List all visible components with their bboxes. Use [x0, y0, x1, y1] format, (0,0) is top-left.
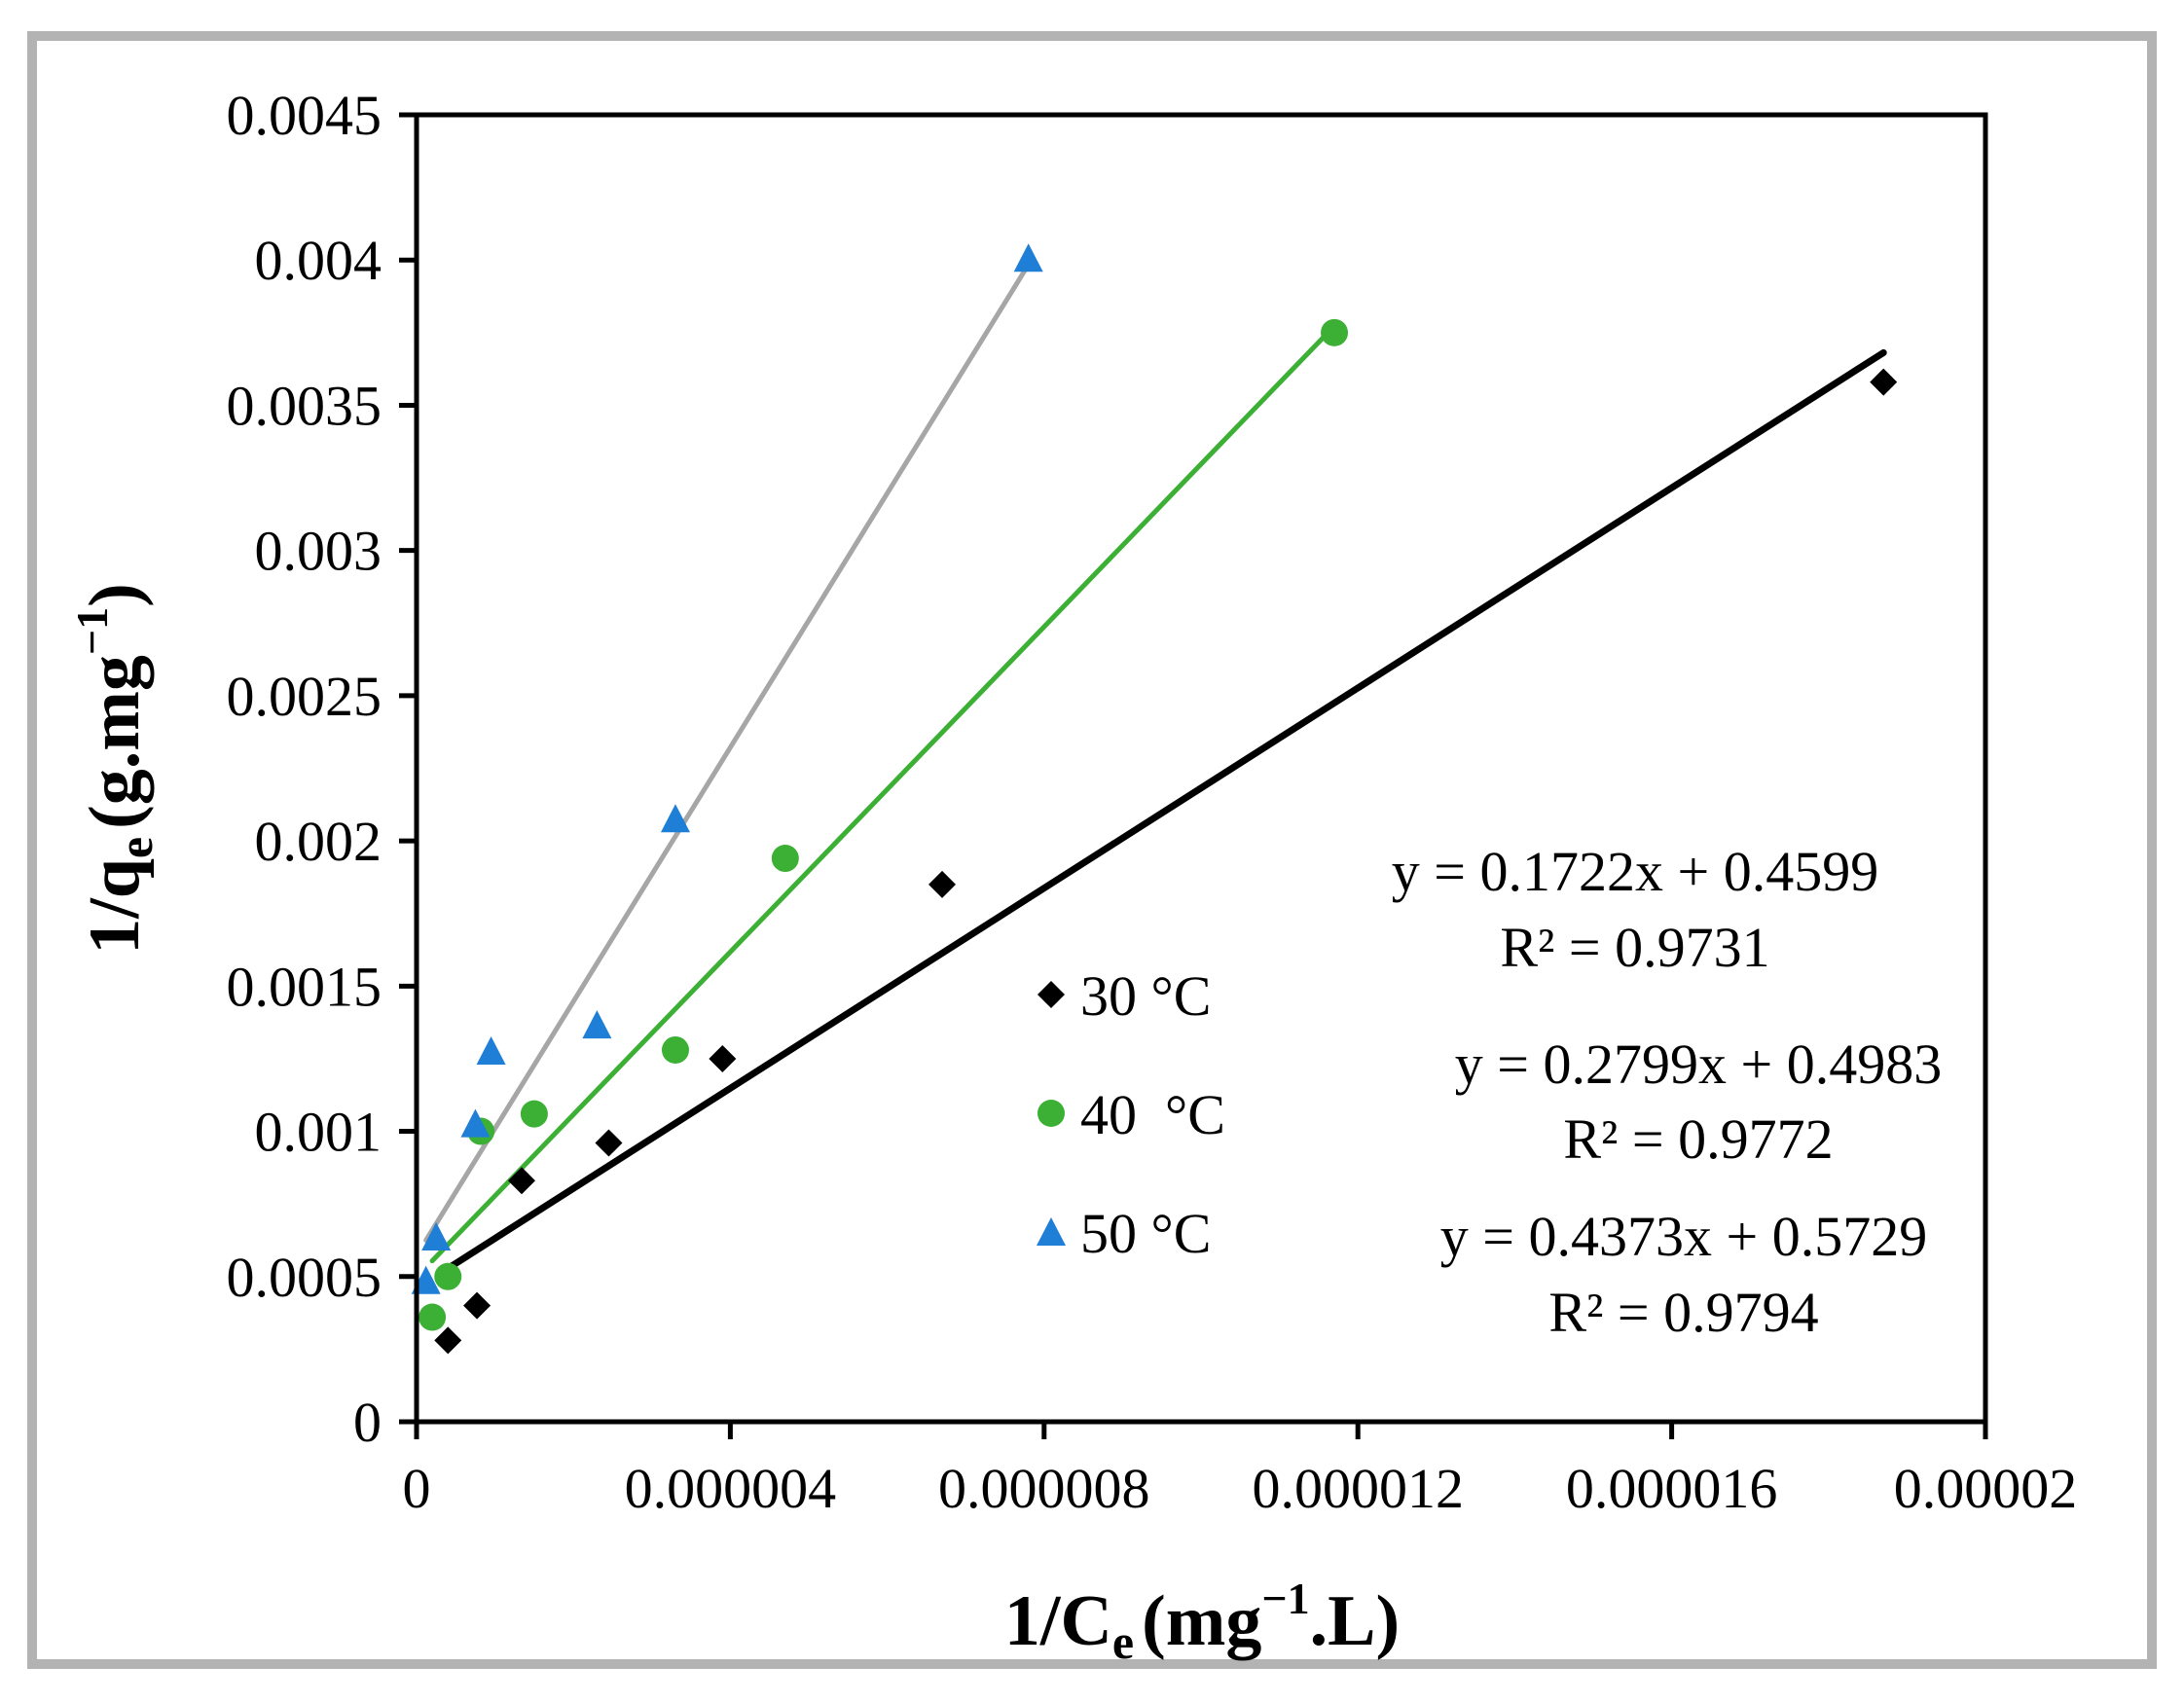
x-tick-label: 0	[403, 1457, 431, 1520]
legend-label-30c: 30 °C	[1080, 964, 1211, 1028]
data-point-series-0	[463, 1291, 491, 1320]
data-point-series-0	[709, 1044, 737, 1072]
axis-ticks: 0 0.0005 0.001 0.0015 0.002 0.0025 0.003 0.0035…	[227, 84, 2078, 1520]
y-tick-label: 0.003	[255, 520, 382, 583]
data-point-series-2	[421, 1221, 452, 1250]
legend: 30 °C 40 °C 50 °C	[1037, 964, 1225, 1265]
trendline-series-1	[429, 323, 1337, 1264]
data-point-series-0	[595, 1129, 623, 1157]
x-tick-label: 0.000008	[938, 1457, 1150, 1520]
chart-frame	[27, 31, 2157, 1669]
x-tick-label: 0.00002	[1894, 1457, 2078, 1520]
data-point-series-0	[434, 1326, 462, 1355]
data-point-series-0	[1870, 368, 1898, 396]
y-tick-label: 0.0015	[227, 955, 382, 1018]
data-point-series-1	[419, 1303, 447, 1331]
equation-30c: y = 0.1722x + 0.4599	[1392, 840, 1878, 903]
legend-marker-40c	[1037, 1100, 1065, 1127]
data-point-series-0	[508, 1167, 536, 1195]
data-point-series-2	[1013, 243, 1043, 272]
x-tick-label: 0.000012	[1252, 1457, 1464, 1520]
x-tick-label: 0.000016	[1566, 1457, 1778, 1520]
data-point-series-1	[434, 1262, 462, 1290]
y-axis-title: 1/qe(g.mg−1)	[67, 583, 163, 955]
r2-40c: R² = 0.9772	[1563, 1107, 1833, 1171]
y-tick-label: 0.0035	[227, 374, 382, 437]
y-tick-label: 0.0045	[227, 84, 382, 147]
y-tick-label: 0.001	[255, 1101, 382, 1164]
trendline-series-0	[444, 348, 1887, 1272]
legend-label-40c: 40 °C	[1080, 1083, 1225, 1146]
x-tick-label: 0.000004	[625, 1457, 837, 1520]
r2-30c: R² = 0.9731	[1500, 916, 1769, 979]
plot-area	[414, 112, 1988, 1425]
data-point-series-1	[1321, 318, 1349, 346]
y-tick-label: 0	[353, 1391, 382, 1454]
y-tick-label: 0.002	[255, 810, 382, 873]
y-tick-label: 0.0005	[227, 1246, 382, 1309]
data-point-series-1	[771, 845, 799, 873]
data-points	[411, 243, 1898, 1355]
data-point-series-0	[928, 870, 957, 898]
x-axis-title: 1/Ce (mg−1.L)	[1004, 1574, 1400, 1669]
legend-marker-30c	[1037, 981, 1065, 1008]
data-point-series-2	[660, 804, 690, 833]
data-point-series-1	[661, 1035, 689, 1064]
legend-marker-50c	[1037, 1217, 1066, 1246]
equation-50c: y = 0.4373x + 0.5729	[1440, 1205, 1927, 1268]
trendline-series-2	[423, 262, 1032, 1243]
equation-40c: y = 0.2799x + 0.4983	[1455, 1033, 1942, 1096]
data-point-series-2	[582, 1010, 612, 1039]
y-tick-label: 0.004	[255, 229, 382, 292]
legend-label-50c: 50 °C	[1080, 1202, 1211, 1265]
data-point-series-2	[460, 1108, 491, 1138]
data-point-series-2	[476, 1035, 506, 1065]
data-point-series-1	[520, 1100, 548, 1128]
trendlines	[423, 262, 1887, 1272]
y-tick-label: 0.0025	[227, 665, 382, 728]
r2-50c: R² = 0.9794	[1548, 1281, 1818, 1344]
